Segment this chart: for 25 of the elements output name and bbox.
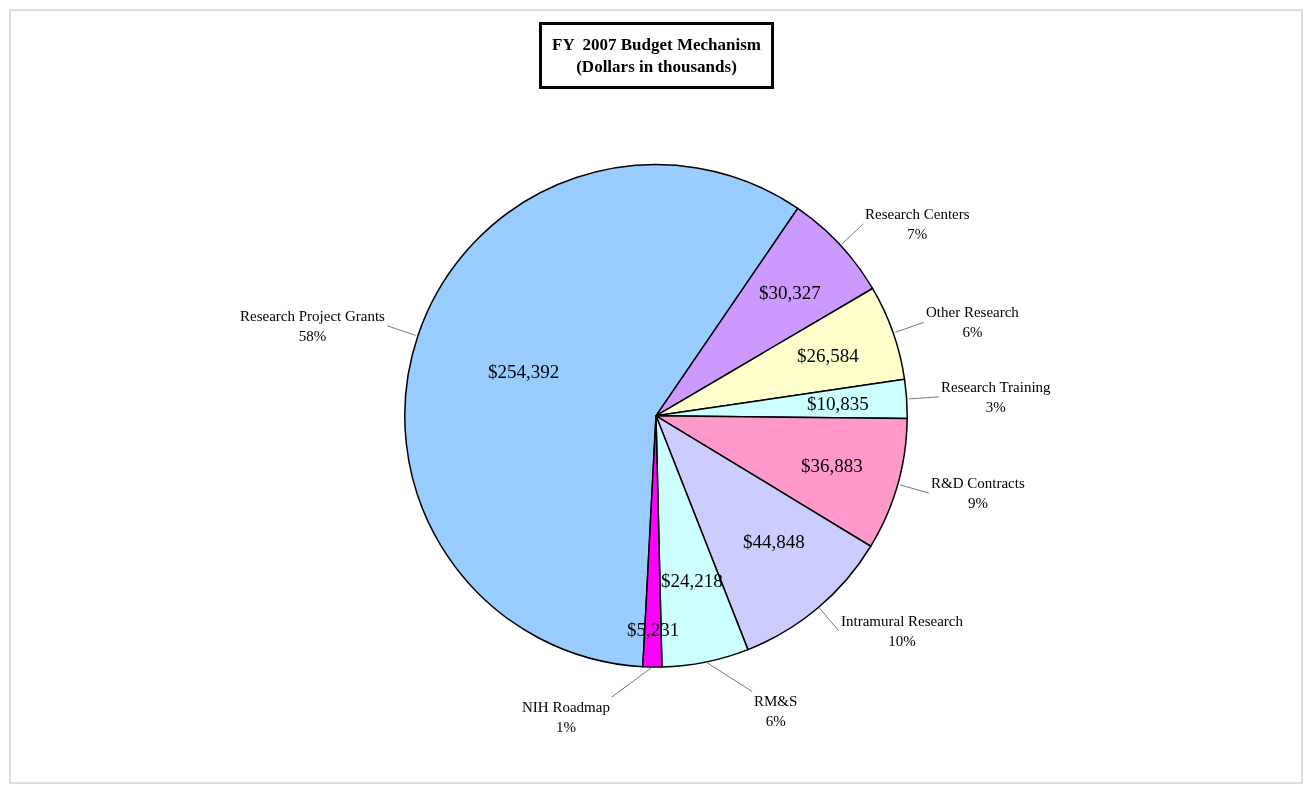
slice-label: R&D Contracts	[931, 475, 1025, 491]
text: 10%	[888, 632, 916, 649]
slice-label: Intramural Research	[841, 613, 964, 629]
chart-subtitle: (Dollars in thousands)	[576, 57, 737, 77]
data-label: $44,848	[743, 531, 805, 552]
data-label: $30,327	[759, 282, 821, 303]
data-label: $36,883	[801, 455, 863, 476]
text: 9%	[967, 494, 988, 511]
slice-label: Research Centers	[865, 206, 970, 222]
chart-title: FY 2007 Budget Mechanism	[552, 35, 762, 54]
slice-label: Research Training	[941, 379, 1052, 395]
text: 3%	[985, 398, 1006, 415]
slice-label: Research Project Grants	[240, 308, 386, 324]
text: 1%	[555, 718, 576, 735]
data-label: $26,584	[797, 345, 860, 366]
slice-label: Other Research	[926, 304, 1020, 320]
data-label: $24,218	[661, 570, 723, 591]
text: 6%	[962, 323, 983, 340]
data-label: $10,835	[807, 393, 869, 414]
text: 6%	[765, 712, 786, 729]
slice-label: NIH Roadmap	[522, 699, 610, 715]
data-label: $254,392	[488, 361, 560, 382]
text: 7%	[907, 225, 928, 242]
text: 58%	[298, 327, 327, 344]
slice-label: RM&S	[754, 693, 798, 709]
